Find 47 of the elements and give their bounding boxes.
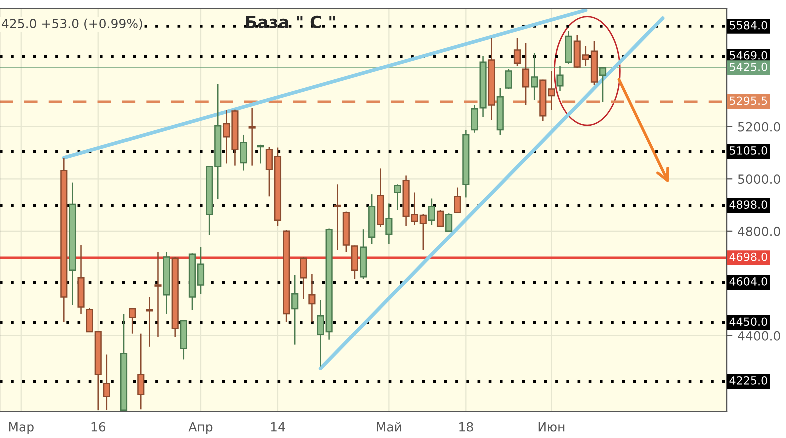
ref-line-label: 4698.0: [730, 252, 768, 262]
candlestick: [436, 210, 444, 228]
candlestick: [308, 274, 316, 323]
candlestick: [505, 68, 512, 90]
ref-line-label: 5105.0: [730, 146, 768, 155]
candlestick: [103, 354, 110, 412]
chart-title: База " C ": [246, 16, 336, 28]
y-tick-label: 5000.0: [738, 174, 780, 184]
ref-line-label: 5584.0: [730, 21, 768, 30]
candlestick: [446, 213, 453, 234]
candlestick: [292, 274, 299, 346]
candlestick: [531, 52, 538, 101]
annotation: 425.0 +53.0 (+0.99%): [2, 18, 142, 30]
candlestick: [334, 184, 342, 252]
candlestick: [394, 184, 402, 212]
candlestick: [300, 256, 308, 300]
candlestick: [471, 104, 478, 134]
ref-line-label: 4604.0: [730, 277, 768, 286]
candlestick: [599, 66, 607, 103]
ref-line-label: 5425.0: [730, 62, 768, 72]
ref-line-label: 5469.0: [730, 51, 768, 60]
ref-line-label: 4898.0: [730, 200, 768, 210]
candlestick: [514, 38, 522, 67]
y-tick-label: 4800.0: [738, 226, 780, 236]
ref-line-label: 4225.0: [730, 376, 768, 385]
x-tick-label: Апр: [188, 422, 213, 434]
candlestick: [129, 308, 136, 334]
x-tick-label: 14: [271, 422, 286, 432]
x-tick-label: 18: [460, 422, 474, 432]
y-tick-label: 4400.0: [738, 331, 780, 341]
x-tick-label: Мар: [9, 422, 34, 434]
candlestick: [386, 203, 393, 246]
candlestick: [454, 187, 462, 214]
candlestick: [138, 333, 145, 410]
candlestick: [240, 134, 248, 172]
x-tick-label: Май: [377, 422, 402, 432]
ref-line-label: 5295.5: [730, 96, 768, 106]
candlestick: [146, 296, 154, 348]
y-tick-label: 5200.0: [738, 122, 780, 132]
candlestick: [257, 144, 264, 164]
x-tick-label: 16: [92, 422, 106, 432]
candlestick: [556, 66, 564, 92]
x-tick-label: Июн: [538, 422, 565, 432]
candlestick: [248, 107, 256, 166]
candlestick: [428, 198, 436, 226]
ref-line-label: 4450.0: [730, 318, 768, 326]
candlestick: [154, 252, 162, 338]
